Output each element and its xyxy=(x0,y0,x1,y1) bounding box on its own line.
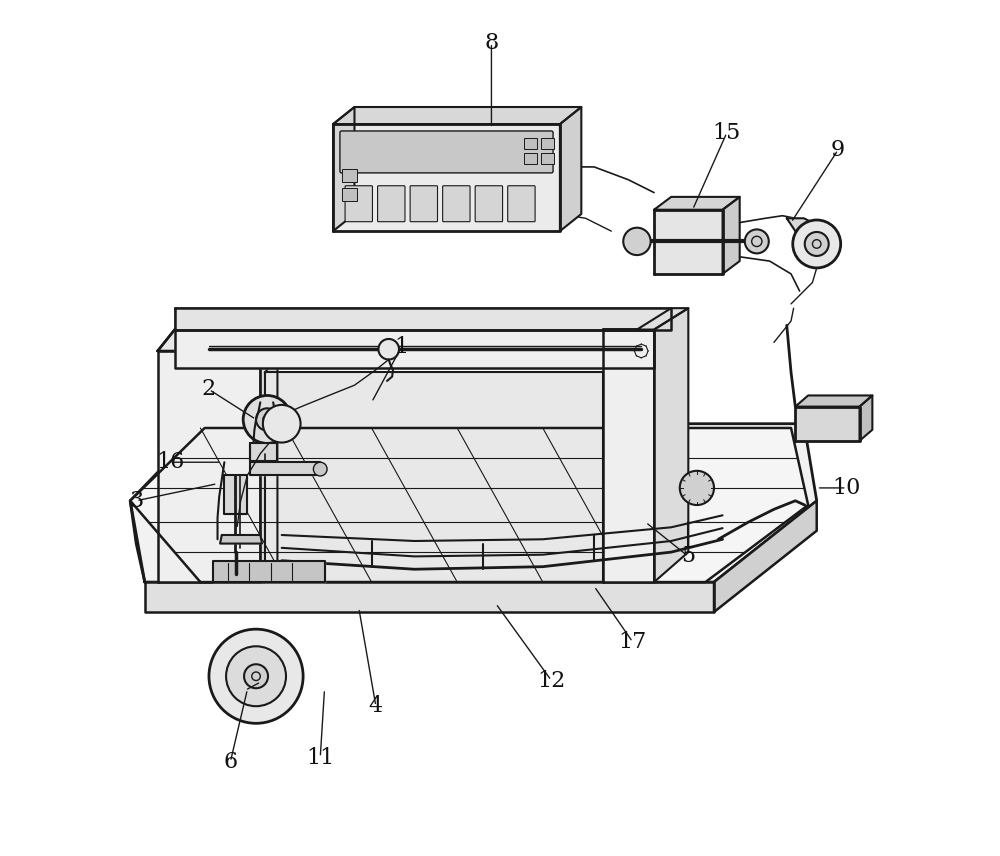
Polygon shape xyxy=(213,561,325,582)
FancyBboxPatch shape xyxy=(378,186,405,222)
FancyBboxPatch shape xyxy=(443,186,470,222)
Polygon shape xyxy=(723,197,740,274)
Polygon shape xyxy=(603,330,654,582)
Text: 12: 12 xyxy=(537,669,565,692)
Circle shape xyxy=(680,471,714,505)
Text: 17: 17 xyxy=(619,631,647,653)
Polygon shape xyxy=(130,424,817,582)
Bar xyxy=(541,138,554,149)
Polygon shape xyxy=(265,372,603,582)
Polygon shape xyxy=(654,308,688,582)
Bar xyxy=(342,188,357,201)
Text: 16: 16 xyxy=(156,451,185,473)
Polygon shape xyxy=(158,351,260,582)
Circle shape xyxy=(209,629,303,723)
Circle shape xyxy=(243,395,291,443)
FancyBboxPatch shape xyxy=(475,186,503,222)
Text: 4: 4 xyxy=(369,695,383,717)
Polygon shape xyxy=(220,535,262,544)
Text: 10: 10 xyxy=(832,477,861,499)
FancyBboxPatch shape xyxy=(340,131,553,173)
Bar xyxy=(541,153,554,164)
Text: 3: 3 xyxy=(129,490,143,512)
Polygon shape xyxy=(130,428,808,582)
Polygon shape xyxy=(250,462,320,475)
Text: 15: 15 xyxy=(713,122,741,144)
Bar xyxy=(524,153,537,164)
Circle shape xyxy=(793,220,841,268)
Polygon shape xyxy=(260,330,277,582)
Text: 11: 11 xyxy=(306,746,334,769)
Polygon shape xyxy=(603,308,688,330)
Polygon shape xyxy=(145,582,714,612)
Circle shape xyxy=(244,664,268,688)
Polygon shape xyxy=(333,107,354,231)
Polygon shape xyxy=(860,395,872,441)
Polygon shape xyxy=(333,107,581,124)
Polygon shape xyxy=(560,107,581,231)
Polygon shape xyxy=(175,330,654,368)
Circle shape xyxy=(313,462,327,476)
Circle shape xyxy=(256,408,278,431)
Text: 5: 5 xyxy=(681,545,695,568)
Polygon shape xyxy=(795,395,872,407)
Polygon shape xyxy=(654,197,740,210)
Polygon shape xyxy=(333,124,560,231)
FancyBboxPatch shape xyxy=(508,186,535,222)
Circle shape xyxy=(226,646,286,706)
Polygon shape xyxy=(714,501,817,612)
Circle shape xyxy=(378,339,399,360)
Bar xyxy=(342,169,357,182)
Polygon shape xyxy=(224,475,247,514)
Text: 6: 6 xyxy=(223,751,237,773)
Polygon shape xyxy=(250,443,277,461)
Circle shape xyxy=(805,232,829,256)
Text: 9: 9 xyxy=(831,139,845,161)
Circle shape xyxy=(263,405,301,443)
Text: 2: 2 xyxy=(202,378,216,401)
Polygon shape xyxy=(158,330,277,351)
Bar xyxy=(524,138,537,149)
Circle shape xyxy=(623,228,651,255)
Polygon shape xyxy=(787,218,821,240)
Polygon shape xyxy=(175,308,671,330)
FancyBboxPatch shape xyxy=(410,186,438,222)
Circle shape xyxy=(745,229,769,253)
FancyBboxPatch shape xyxy=(345,186,372,222)
Polygon shape xyxy=(795,407,860,441)
Text: 8: 8 xyxy=(484,32,499,54)
Polygon shape xyxy=(654,210,723,274)
Text: 1: 1 xyxy=(394,336,409,358)
